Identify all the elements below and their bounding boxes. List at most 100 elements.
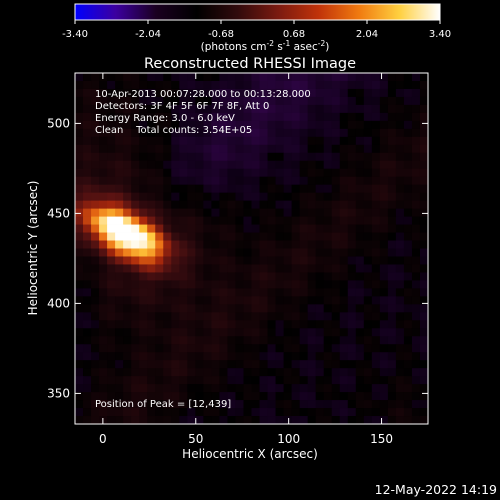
heatmap-cell: [307, 128, 317, 138]
heatmap-cell: [91, 112, 100, 122]
heatmap-cell: [163, 272, 172, 281]
heatmap-cell: [139, 376, 148, 385]
heatmap-cell: [107, 240, 116, 249]
heatmap-cell: [291, 224, 301, 233]
heatmap-cell: [163, 416, 172, 425]
heatmap-cell: [147, 152, 156, 162]
heatmap-cell: [91, 400, 100, 409]
heatmap-cell: [163, 200, 172, 210]
heatmap-cell: [163, 304, 172, 313]
heatmap-cell: [323, 272, 333, 281]
heatmap-cell: [115, 104, 124, 114]
heatmap-cell: [147, 80, 156, 90]
heatmap-cell: [395, 400, 405, 409]
heatmap-cell: [139, 232, 148, 241]
heatmap-cell: [331, 200, 341, 210]
heatmap-cell: [115, 344, 124, 353]
heatmap-cell: [83, 73, 92, 82]
heatmap-cell: [379, 296, 389, 305]
heatmap-cell: [227, 152, 236, 162]
heatmap-cell: [267, 352, 276, 361]
heatmap-cell: [419, 376, 429, 385]
heatmap-cell: [419, 328, 429, 337]
heatmap-cell: [147, 144, 156, 154]
heatmap-cell: [219, 328, 228, 337]
heatmap-cell: [379, 416, 389, 425]
heatmap-cell: [187, 320, 196, 329]
heatmap-cell: [155, 176, 164, 186]
heatmap-cell: [91, 136, 100, 146]
heatmap-cell: [275, 384, 284, 393]
heatmap-cell: [211, 112, 220, 122]
heatmap-cell: [387, 232, 397, 241]
heatmap-cell: [219, 336, 228, 345]
heatmap-cell: [147, 336, 156, 345]
heatmap-cell: [291, 144, 301, 154]
heatmap-cell: [251, 80, 260, 90]
heatmap-cell: [179, 224, 188, 233]
heatmap-cell: [75, 160, 84, 170]
heatmap-cell: [203, 328, 212, 337]
heatmap-cell: [203, 160, 212, 170]
heatmap-cell: [91, 168, 100, 178]
heatmap-cell: [243, 416, 252, 425]
heatmap-cell: [299, 208, 309, 217]
heatmap-cell: [339, 96, 349, 106]
heatmap-cell: [275, 392, 284, 401]
heatmap-cell: [83, 368, 92, 377]
heatmap-cell: [371, 240, 381, 249]
heatmap-cell: [347, 304, 357, 313]
colorbar-tick-label: 2.04: [356, 29, 378, 40]
heatmap-cell: [379, 320, 389, 329]
heatmap-cell: [267, 400, 276, 409]
heatmap-cell: [355, 208, 365, 217]
heatmap-cell: [227, 312, 236, 321]
heatmap-cell: [371, 392, 381, 401]
heatmap-cell: [387, 160, 397, 170]
heatmap-cell: [219, 256, 228, 265]
heatmap-cell: [99, 272, 108, 281]
heatmap-cell: [195, 400, 204, 409]
heatmap-cell: [139, 240, 148, 249]
heatmap-cell: [91, 408, 100, 417]
heatmap-cell: [83, 384, 92, 393]
heatmap-cell: [331, 240, 341, 249]
heatmap-cell: [395, 80, 405, 90]
heatmap-cell: [139, 152, 148, 162]
heatmap-cell: [203, 136, 212, 146]
heatmap-cell: [147, 304, 156, 313]
heatmap-cell: [403, 152, 413, 162]
heatmap-cell: [403, 224, 413, 233]
heatmap-cell: [339, 152, 349, 162]
heatmap-cell: [83, 216, 92, 225]
heatmap-cell: [147, 272, 156, 281]
heatmap-cell: [379, 408, 389, 417]
heatmap-cell: [211, 336, 220, 345]
heatmap-cell: [339, 280, 349, 289]
heatmap-cell: [235, 168, 244, 178]
heatmap-cell: [99, 344, 108, 353]
heatmap-cell: [115, 232, 124, 241]
heatmap-cell: [219, 240, 228, 249]
heatmap-cell: [163, 216, 172, 225]
heatmap-cell: [203, 176, 212, 186]
heatmap-cell: [139, 304, 148, 313]
heatmap-cell: [195, 208, 204, 217]
heatmap-cell: [219, 376, 228, 385]
heatmap-cell: [187, 96, 196, 106]
heatmap-cell: [155, 96, 164, 106]
heatmap-cell: [123, 136, 132, 146]
heatmap-cell: [283, 280, 293, 289]
heatmap-cell: [419, 73, 429, 82]
heatmap-cell: [91, 96, 100, 106]
heatmap-cell: [275, 344, 284, 353]
heatmap-cell: [355, 168, 365, 178]
heatmap-cell: [243, 73, 252, 82]
heatmap-cell: [219, 208, 228, 217]
heatmap-cell: [315, 88, 325, 98]
heatmap-cell: [283, 328, 293, 337]
heatmap-cell: [347, 200, 357, 210]
heatmap-cell: [139, 296, 148, 305]
heatmap-cell: [243, 176, 252, 186]
heatmap-cell: [363, 224, 373, 233]
